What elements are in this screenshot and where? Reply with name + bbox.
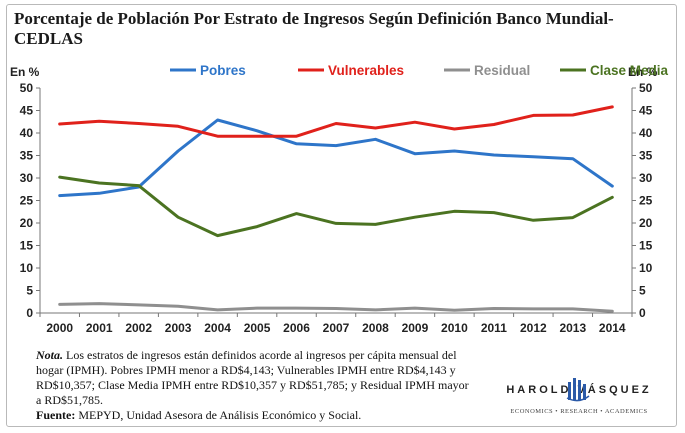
- legend-label: Clase Media: [590, 63, 669, 78]
- y-tick-label-left: 35: [20, 149, 34, 163]
- chart-note: Nota. Los estratos de ingresos están def…: [36, 348, 476, 423]
- x-tick-label: 2007: [323, 321, 350, 335]
- y-tick-label-right: 35: [639, 149, 653, 163]
- x-tick-label: 2014: [599, 321, 626, 335]
- x-tick-label: 2006: [283, 321, 310, 335]
- chart-title: Porcentaje de Población Por Estrato de I…: [14, 9, 614, 48]
- x-tick-label: 2002: [125, 321, 152, 335]
- x-tick-label: 2008: [362, 321, 389, 335]
- y-tick-label-right: 10: [639, 261, 653, 275]
- note-text: Los estratos de ingresos están definidos…: [36, 348, 469, 407]
- source-text: MEPYD, Unidad Asesora de Análisis Económ…: [75, 408, 362, 422]
- brand-logo-icon: [566, 378, 590, 402]
- x-tick-label: 2003: [165, 321, 192, 335]
- series-line-vulnerables: [58, 105, 614, 138]
- note-label: Nota.: [36, 348, 63, 362]
- x-tick-label: 2000: [46, 321, 73, 335]
- y-tick-label-right: 0: [639, 306, 646, 320]
- x-tick-label: 2009: [402, 321, 429, 335]
- y-tick-label-right: 15: [639, 239, 653, 253]
- y-axis-label-left: En %: [10, 65, 40, 79]
- y-tick-label-left: 5: [26, 284, 33, 298]
- series-line-residual: [58, 302, 614, 313]
- source-label: Fuente:: [36, 408, 76, 422]
- y-tick-label-right: 50: [639, 81, 653, 95]
- y-tick-label-left: 10: [20, 261, 34, 275]
- y-tick-label-left: 40: [20, 126, 34, 140]
- legend-label: Pobres: [200, 63, 246, 78]
- x-tick-label: 2001: [86, 321, 113, 335]
- x-tick-label: 2004: [204, 321, 231, 335]
- x-tick-label: 2010: [441, 321, 468, 335]
- series-line-pobres: [58, 118, 614, 198]
- series-line-clase-media: [58, 175, 614, 238]
- brand-name: HAROLD VÁSQUEZ: [506, 384, 652, 396]
- y-tick-label-left: 45: [20, 104, 34, 118]
- brand-tagline: ECONOMICS • RESEARCH • ACADEMICS: [510, 408, 648, 415]
- x-tick-label: 2011: [481, 321, 507, 335]
- x-tick-label: 2005: [244, 321, 271, 335]
- y-tick-label-right: 45: [639, 104, 653, 118]
- x-tick-label: 2012: [520, 321, 547, 335]
- y-tick-label-right: 20: [639, 216, 653, 230]
- y-tick-label-right: 5: [639, 284, 646, 298]
- y-tick-label-right: 25: [639, 194, 653, 208]
- legend-label: Residual: [474, 63, 530, 78]
- legend-label: Vulnerables: [328, 63, 404, 78]
- x-tick-label: 2013: [559, 321, 586, 335]
- y-tick-label-right: 40: [639, 126, 653, 140]
- y-tick-label-left: 15: [20, 239, 34, 253]
- y-tick-label-right: 30: [639, 171, 653, 185]
- y-tick-label-left: 20: [20, 216, 34, 230]
- brand-block: HAROLD VÁSQUEZ ECONOMICS • RESEARCH • AC…: [486, 376, 672, 424]
- y-tick-label-left: 30: [20, 171, 34, 185]
- y-tick-label-left: 25: [20, 194, 34, 208]
- chart-frame: [6, 4, 677, 427]
- y-tick-label-left: 50: [20, 81, 34, 95]
- y-tick-label-left: 0: [26, 306, 33, 320]
- y-axis-label-right: En %: [628, 65, 658, 79]
